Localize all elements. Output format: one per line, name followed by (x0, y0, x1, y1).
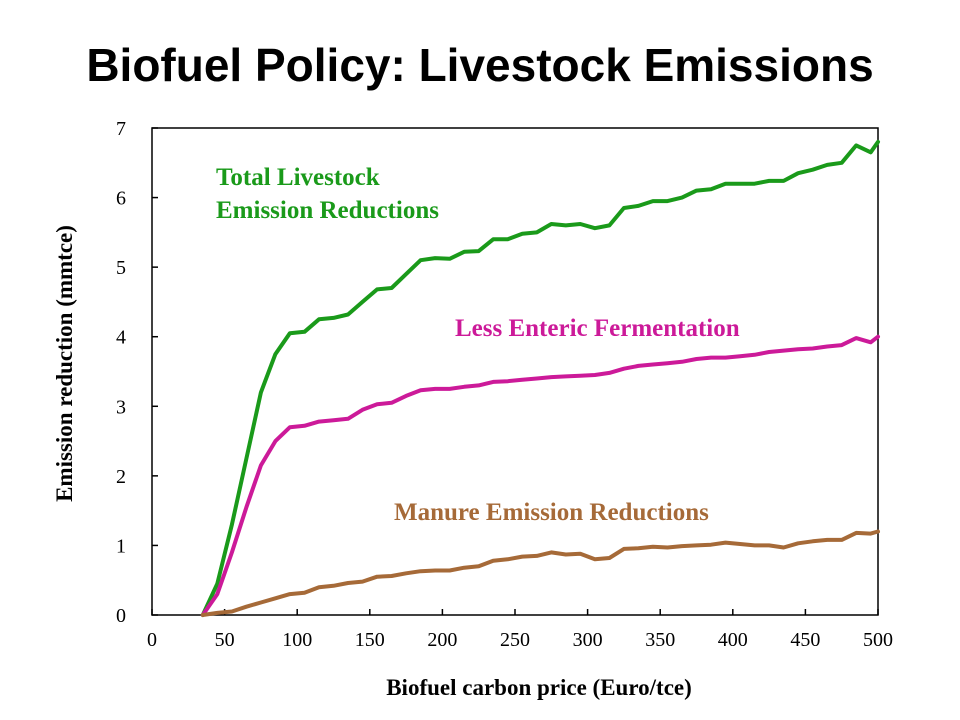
x-tick-label: 50 (215, 629, 235, 651)
series-labels: Total Livestock Emission Reductions Less E… (216, 164, 740, 526)
x-tick-label: 100 (282, 629, 312, 651)
x-axis-label: Biofuel carbon price (Euro/tce) (386, 675, 692, 700)
y-tick-label: 5 (116, 257, 126, 279)
x-tick-label: 200 (427, 629, 457, 651)
y-tick-label: 1 (116, 535, 126, 557)
enteric-fermentation-line (200, 334, 880, 617)
manure-line (200, 529, 880, 617)
total-livestock-line (200, 139, 880, 617)
x-tick-label: 500 (863, 629, 893, 651)
x-tick-label: 350 (645, 629, 675, 651)
y-tick-label: 3 (116, 396, 126, 418)
y-tick-label: 2 (116, 466, 126, 488)
series-label-enteric-fermentation: Less Enteric Fermentation (455, 315, 740, 342)
x-axis: 0 50 100 150 200 250 300 350 400 450 500 (147, 609, 893, 651)
series-label-manure: Manure Emission Reductions (394, 499, 709, 526)
x-tick-label: 250 (500, 629, 530, 651)
y-tick-label: 7 (116, 118, 126, 140)
series-label-total-livestock: Total Livestock Emission Reductions (216, 164, 439, 224)
chart-title: Biofuel Policy: Livestock Emissions (86, 39, 874, 91)
y-axis-label: Emission reduction (mmtce) (52, 225, 77, 502)
x-tick-label: 450 (790, 629, 820, 651)
y-tick-label: 0 (116, 605, 126, 627)
x-tick-label: 400 (718, 629, 748, 651)
series-lines (200, 139, 880, 617)
x-tick-label: 300 (573, 629, 603, 651)
x-tick-label: 0 (147, 629, 157, 651)
y-tick-label: 6 (116, 188, 126, 210)
y-axis: 0 1 2 3 4 5 6 7 (116, 118, 158, 627)
y-tick-label: 4 (116, 327, 126, 349)
x-tick-label: 150 (355, 629, 385, 651)
